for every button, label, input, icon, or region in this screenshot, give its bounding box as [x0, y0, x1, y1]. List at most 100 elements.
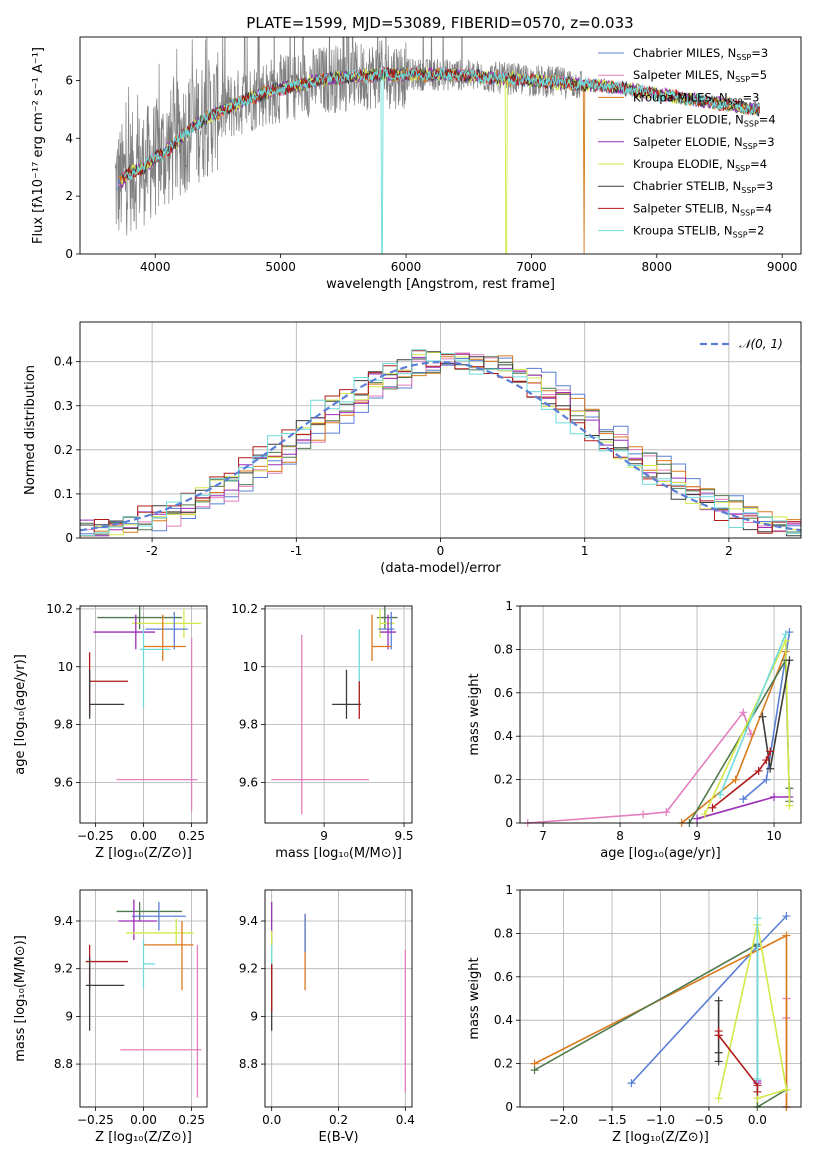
- x-axis-label: Z [log₁₀(Z/Z⊙)]: [612, 1130, 709, 1145]
- x-tick-label: 4000: [140, 260, 171, 274]
- weight-marker: [714, 1031, 723, 1040]
- y-tick-label: 9.4: [54, 914, 73, 928]
- x-tick-label: 0.4: [396, 1113, 415, 1127]
- weight-marker: [785, 656, 794, 665]
- y-tick-label: 0.6: [494, 686, 513, 700]
- y-tick-label: 0.4: [494, 729, 513, 743]
- y-tick-label: 9.8: [239, 718, 258, 732]
- x-tick-label: 0.0: [262, 1113, 281, 1127]
- y-tick-label: 9.2: [239, 962, 258, 976]
- weight-marker: [739, 795, 748, 804]
- weight-marker: [739, 708, 748, 717]
- y-axis-label: mass weight: [467, 673, 482, 755]
- weight-marker: [627, 1079, 636, 1088]
- x-tick-label: 10: [766, 829, 781, 843]
- y-axis-label: mass weight: [467, 957, 482, 1039]
- axes-frame: [519, 605, 802, 824]
- axes-frame: [79, 889, 208, 1108]
- model-spectrum: [123, 67, 760, 254]
- x-tick-label: 6000: [391, 260, 422, 274]
- x-tick-label: 0: [437, 544, 445, 558]
- y-axis-label: Flux [fλ10⁻¹⁷ erg cm⁻² s⁻¹ A⁻¹]: [31, 47, 46, 244]
- y-tick-label: 0.6: [494, 970, 513, 984]
- y-tick-label: 9.6: [54, 775, 73, 789]
- weight-marker: [785, 628, 794, 637]
- y-tick-label: 0.2: [54, 443, 73, 457]
- weight-line: [527, 710, 752, 824]
- x-axis-label: age [log₁₀(age/yr)]: [600, 846, 721, 861]
- x-tick-label: 0.25: [178, 829, 205, 843]
- weight-line: [717, 924, 788, 1100]
- weight-marker: [753, 914, 762, 923]
- panel-age-vs-Z: −0.25 0.00 0.25 9.6 9.8 10 10.2 Z [log₁₀(Z/Z⊙)]…: [13, 602, 208, 861]
- weight-marker: [708, 803, 717, 812]
- x-tick-label: 5000: [265, 260, 296, 274]
- x-tick-label: 1: [581, 544, 589, 558]
- weight-marker: [781, 630, 790, 639]
- x-axis-label: mass [log₁₀(M/M⊙)]: [275, 846, 402, 861]
- y-tick-label: 0.4: [54, 355, 73, 369]
- y-tick-label: 10.2: [46, 602, 73, 616]
- x-tick-label: 9: [693, 829, 701, 843]
- weight-marker: [639, 810, 648, 819]
- x-axis-label: wavelength [Angstrom, rest frame]: [326, 277, 555, 292]
- legend-label: Kroupa ELODIE, NSSP=4: [633, 157, 767, 173]
- y-tick-label: 9: [250, 1009, 258, 1023]
- x-tick-label: 0.00: [130, 829, 157, 843]
- x-axis-label: (data-model)/error: [380, 561, 501, 576]
- panel-spectrum: 4000 5000 6000 7000 8000 9000 0 2 4 6 wavelength […: [31, 36, 802, 292]
- y-tick-label: 9: [65, 1009, 73, 1023]
- y-tick-label: 0.3: [54, 399, 73, 413]
- x-tick-label: 7000: [516, 260, 547, 274]
- weight-line: [717, 1031, 759, 1092]
- panel-weight-vs-Z: −2.0 −1.5 −1.0 −0.5 0.0 0 0.2 0.4 0.6 0.8 1 Z [log₁…: [467, 883, 802, 1145]
- x-axis-label: Z [log₁₀(Z/Z⊙)]: [95, 846, 192, 861]
- legend-label: Kroupa STELIB, NSSP=2: [633, 224, 764, 240]
- y-tick-label: 1: [505, 599, 513, 613]
- weight-marker: [785, 801, 794, 810]
- weight-marker: [714, 1094, 723, 1103]
- y-tick-label: 0.2: [494, 1057, 513, 1071]
- y-tick-label: 10: [58, 660, 73, 674]
- axes-frame: [79, 36, 802, 255]
- weight-marker: [731, 775, 740, 784]
- weight-marker: [662, 808, 671, 817]
- legend-label: Chabrier STELIB, NSSP=3: [633, 179, 773, 195]
- y-tick-label: 0: [65, 247, 73, 261]
- x-tick-label: 8: [616, 829, 624, 843]
- axes-frame: [264, 889, 413, 1108]
- panel-mass-vs-Z: −0.25 0.00 0.25 8.8 9 9.2 9.4 Z [log₁₀(Z/Z⊙)] ma…: [13, 889, 208, 1145]
- x-tick-label: 9: [320, 829, 328, 843]
- panel-weight-vs-age: 7 8 9 10 0 0.2 0.4 0.6 0.8 1 age [log₁₀(age/yr)] ma…: [467, 599, 802, 861]
- legend-label: 𝒩(0, 1): [739, 337, 783, 351]
- gaussian-curve: [79, 360, 802, 532]
- y-tick-label: 9.6: [239, 775, 258, 789]
- y-tick-label: 6: [65, 73, 73, 87]
- x-tick-label: 9.5: [394, 829, 413, 843]
- y-tick-label: 0.8: [494, 926, 513, 940]
- x-tick-label: −1.5: [597, 1113, 626, 1127]
- x-axis-label: E(B-V): [318, 1130, 358, 1145]
- y-tick-label: 0.2: [494, 773, 513, 787]
- x-tick-label: 0.0: [748, 1113, 767, 1127]
- legend-label: Salpeter MILES, NSSP=5: [633, 68, 767, 84]
- weight-marker: [770, 792, 779, 801]
- legend-label: Salpeter STELIB, NSSP=4: [633, 201, 772, 217]
- axes-frame: [79, 605, 208, 824]
- x-axis-label: Z [log₁₀(Z/Z⊙)]: [95, 1130, 192, 1145]
- x-tick-label: 2: [725, 544, 733, 558]
- y-tick-label: 0: [505, 816, 513, 830]
- legend-label: Chabrier MILES, NSSP=3: [633, 46, 768, 62]
- weight-marker: [754, 766, 763, 775]
- weight-marker: [753, 1074, 762, 1083]
- weight-marker: [753, 1087, 762, 1096]
- legend-label: Chabrier ELODIE, NSSP=4: [633, 113, 776, 129]
- y-tick-label: 4: [65, 131, 73, 145]
- weight-marker: [716, 790, 725, 799]
- x-tick-label: 0.25: [178, 1113, 205, 1127]
- weight-marker: [766, 764, 775, 773]
- y-tick-label: 0: [65, 531, 73, 545]
- axes-frame: [79, 321, 802, 539]
- y-tick-label: 9.2: [54, 962, 73, 976]
